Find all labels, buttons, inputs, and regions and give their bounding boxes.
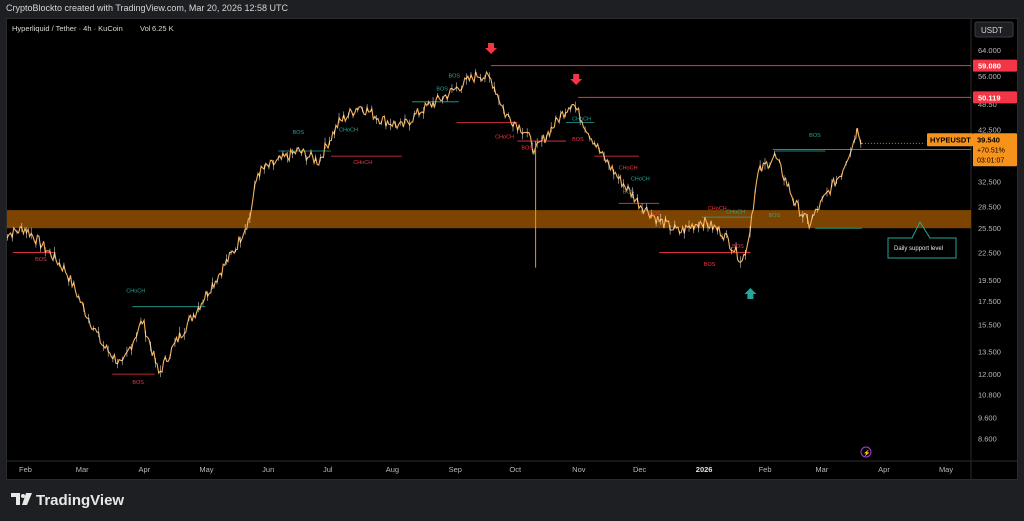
x-tick-label: Apr xyxy=(139,465,151,474)
y-tick-label: 15.500 xyxy=(978,321,1001,330)
structure-annotation: CHoCH xyxy=(631,177,650,183)
structure-annotation: BOS xyxy=(292,130,304,136)
footer xyxy=(0,480,1024,521)
currency-button[interactable] xyxy=(974,21,1014,38)
y-tick-label: 19.500 xyxy=(978,276,1001,285)
x-tick-label: May xyxy=(939,465,953,474)
y-tick-label: 28.500 xyxy=(978,203,1001,212)
structure-annotation: CHoCH xyxy=(495,135,514,141)
structure-annotation: CHoCH xyxy=(708,206,727,212)
x-tick-label: Jul xyxy=(323,465,333,474)
structure-annotation: CHoCH xyxy=(726,210,745,216)
structure-annotation: BOS xyxy=(769,213,781,219)
structure-annotation: BOS xyxy=(132,380,144,386)
y-tick-label: 56.000 xyxy=(978,72,1001,81)
structure-annotation: CHoCH xyxy=(339,128,358,134)
structure-annotation: CHoCH xyxy=(353,160,372,166)
x-tick-label: Nov xyxy=(572,465,586,474)
x-tick-label: Mar xyxy=(76,465,89,474)
structure-annotation: BOS xyxy=(809,133,821,139)
structure-annotation: BOS xyxy=(732,244,744,250)
level-price-label: 50.119 xyxy=(978,93,1001,102)
down-arrow-icon xyxy=(485,43,498,54)
structure-annotation: CHoCH xyxy=(126,288,145,294)
structure-annotation: BOS xyxy=(436,86,448,92)
symbol-tag-label: HYPEUSDT xyxy=(930,135,971,144)
support-zone xyxy=(7,210,971,229)
current-change-label: +70.51% xyxy=(977,147,1005,154)
y-tick-label: 17.500 xyxy=(978,297,1001,306)
structure-annotation: BOS xyxy=(35,257,47,263)
flash-icon-glyph: ⚡ xyxy=(863,449,870,457)
x-tick-label: 2026 xyxy=(696,465,713,474)
price-chart[interactable]: BOSCHoCHBOSBOSCHoCHCHoCHBOSBOSCHoCHBOSCH… xyxy=(0,0,1024,480)
current-price-tag xyxy=(973,133,1017,167)
y-tick-label: 48.50 xyxy=(978,100,997,109)
tradingview-logo-icon xyxy=(11,493,32,505)
x-tick-label: Feb xyxy=(759,465,772,474)
chart-title: Hyperliquid / Tether · 4h · KuCoin xyxy=(12,24,123,33)
x-tick-label: Mar xyxy=(815,465,828,474)
structure-annotation: BOS xyxy=(704,262,716,268)
structure-annotation: CHoCH xyxy=(572,116,591,122)
structure-annotation: BOS xyxy=(572,137,584,143)
y-tick-label: 64.000 xyxy=(978,46,1001,55)
structure-annotation: BOS xyxy=(623,190,635,196)
x-tick-label: Sep xyxy=(449,465,462,474)
y-tick-label: 10.800 xyxy=(978,390,1001,399)
symbol-tag xyxy=(927,133,973,147)
y-tick-label: 42.500 xyxy=(978,125,1001,134)
currency-button-label: USDT xyxy=(981,26,1003,35)
volume-value: 6.25 K xyxy=(152,24,174,33)
up-arrow-icon xyxy=(744,288,757,299)
down-arrow-icon xyxy=(570,74,583,85)
x-tick-label: May xyxy=(199,465,213,474)
daily-support-callout: Daily support level xyxy=(887,220,957,259)
level-price-tag xyxy=(973,59,1017,72)
x-tick-label: Aug xyxy=(386,465,399,474)
level-price-tag xyxy=(973,91,1017,104)
current-price-label: 39.540 xyxy=(977,135,1000,144)
structure-annotation: CHoCH xyxy=(619,166,638,172)
x-tick-label: Apr xyxy=(878,465,890,474)
y-tick-label: 12.000 xyxy=(978,370,1001,379)
x-tick-label: Jun xyxy=(262,465,274,474)
flash-icon[interactable] xyxy=(860,446,872,458)
y-tick-label: 8.600 xyxy=(978,435,997,444)
y-tick-label: 32.500 xyxy=(978,177,1001,186)
countdown-label: 03:01:07 xyxy=(977,157,1004,164)
level-price-label: 59.080 xyxy=(978,62,1001,71)
x-tick-label: Dec xyxy=(633,465,647,474)
y-tick-label: 13.500 xyxy=(978,347,1001,356)
chart-frame xyxy=(6,18,1018,480)
structure-lines xyxy=(12,101,862,375)
structure-annotation: BOS xyxy=(448,74,460,80)
structure-annotation: BOS xyxy=(649,211,661,217)
y-tick-label: 25.500 xyxy=(978,224,1001,233)
tradingview-brand: TradingView xyxy=(36,492,125,509)
callout-text: Daily support level xyxy=(894,246,943,252)
y-tick-label: 22.500 xyxy=(978,248,1001,257)
volume-label: Vol xyxy=(140,24,151,33)
header-credit: CryptoBlockto created with TradingView.c… xyxy=(6,3,288,13)
header-bar: CryptoBlockto created with TradingView.c… xyxy=(0,0,1024,18)
y-tick-label: 9.600 xyxy=(978,413,997,422)
x-tick-label: Feb xyxy=(19,465,32,474)
x-tick-label: Oct xyxy=(509,465,522,474)
structure-annotation: BOS xyxy=(521,145,533,151)
